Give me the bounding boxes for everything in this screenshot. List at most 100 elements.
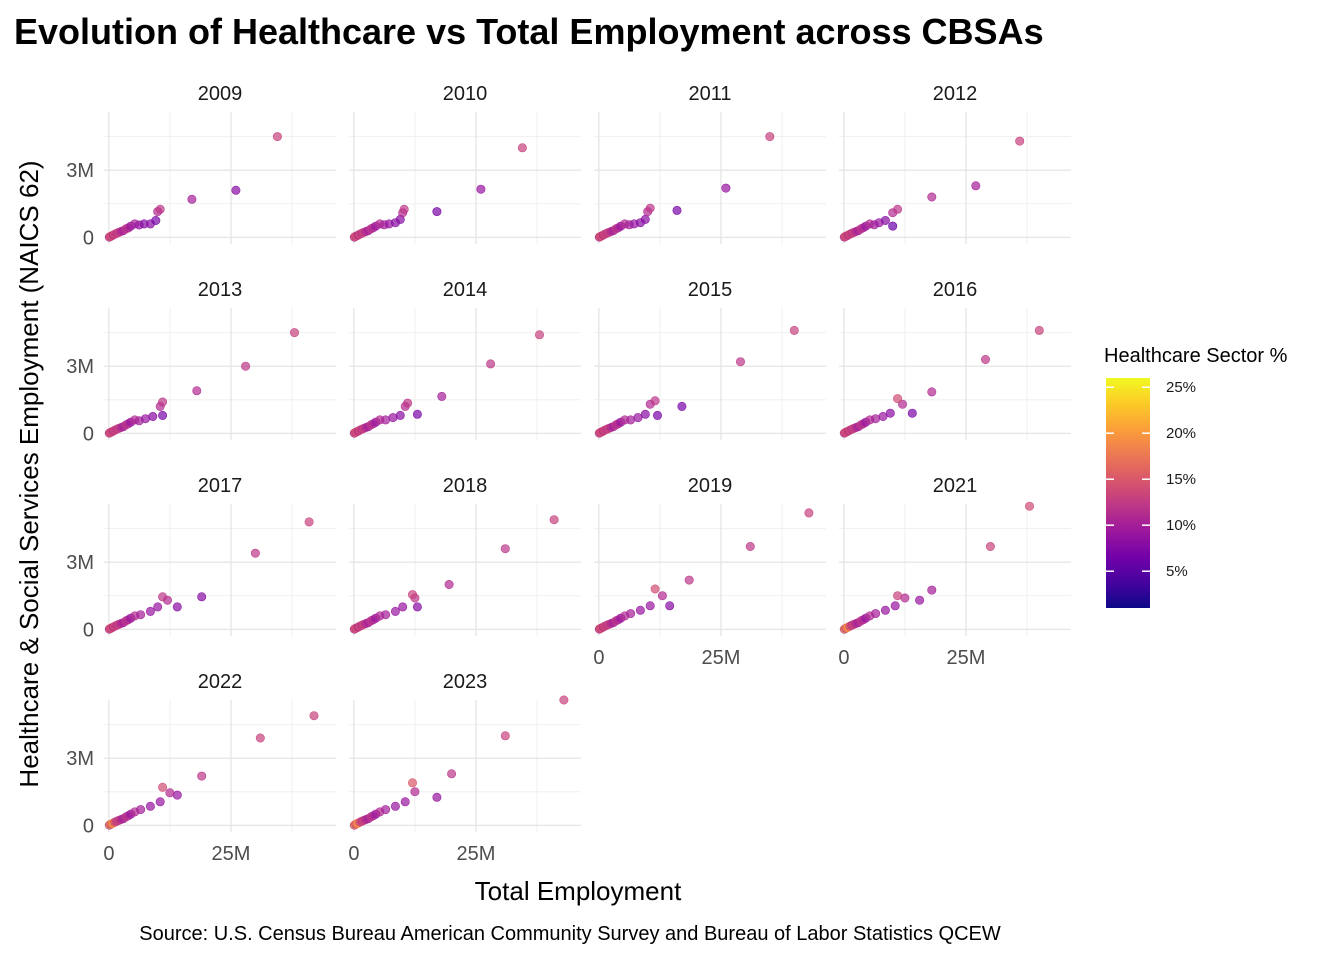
data-point — [1034, 325, 1044, 335]
data-point — [400, 797, 410, 807]
data-point — [640, 409, 650, 419]
data-point — [765, 132, 775, 142]
data-point — [640, 214, 650, 224]
facet-label: 2017 — [198, 475, 243, 497]
y-tick-label: 3M — [66, 160, 94, 182]
legend-label: 20% — [1166, 425, 1196, 442]
x-tick-label: 25M — [212, 843, 251, 865]
facet-panel-2009: 2009 0 3M — [66, 83, 336, 249]
data-point — [241, 361, 251, 371]
data-point — [1025, 501, 1035, 511]
data-point — [172, 602, 182, 612]
data-point — [871, 609, 881, 619]
data-point — [535, 330, 545, 340]
data-point — [907, 408, 917, 418]
y-tick-label: 3M — [66, 356, 94, 378]
data-point — [158, 592, 168, 602]
legend-label: 25% — [1166, 379, 1196, 396]
y-tick-label: 0 — [83, 815, 94, 837]
y-tick-label: 0 — [83, 227, 94, 249]
data-point — [665, 601, 675, 611]
facet-label: 2010 — [443, 83, 488, 105]
data-point — [1015, 136, 1025, 146]
facet-label: 2023 — [443, 671, 488, 693]
legend-colorbar — [1106, 378, 1150, 608]
data-point — [888, 221, 898, 231]
facet-panel-2023: 2023 0 25M — [348, 671, 581, 865]
data-point — [381, 415, 391, 425]
data-point — [407, 590, 417, 600]
facet-label: 2012 — [933, 83, 978, 105]
legend-label: 5% — [1166, 563, 1188, 580]
data-point — [672, 205, 682, 215]
facet-panel-2013: 2013 0 3M — [66, 279, 336, 445]
data-point — [486, 359, 496, 369]
data-point — [745, 541, 755, 551]
data-point — [804, 508, 814, 518]
data-point — [412, 409, 422, 419]
data-point — [893, 591, 903, 601]
y-tick-label: 3M — [66, 748, 94, 770]
facet-label: 2015 — [688, 279, 733, 301]
data-point — [650, 396, 660, 406]
data-point — [304, 517, 314, 527]
facet-label: 2019 — [688, 475, 733, 497]
facets: 2009 0 3M 2010 2011 2012 2013 0 3M 2014 2015 2016 20… — [66, 83, 1071, 865]
data-point — [736, 357, 746, 367]
facet-panel-2012: 2012 — [839, 83, 1071, 244]
data-point — [657, 591, 667, 601]
data-point — [381, 805, 391, 815]
chart-title: Evolution of Healthcare vs Total Employm… — [14, 11, 1044, 52]
data-point — [399, 204, 409, 214]
facet-panel-2019: 2019 0 25M — [593, 475, 826, 669]
data-point — [880, 605, 890, 615]
y-tick-label: 0 — [83, 619, 94, 641]
data-point — [158, 410, 168, 420]
data-point — [272, 132, 282, 142]
data-point — [500, 544, 510, 554]
facet-panel-2015: 2015 — [594, 279, 826, 440]
legend-label: 15% — [1166, 471, 1196, 488]
data-point — [971, 181, 981, 191]
data-point — [412, 602, 422, 612]
data-point — [250, 548, 260, 558]
x-tick-label: 25M — [947, 647, 986, 669]
data-point — [549, 515, 559, 525]
facet-panel-2021: 2021 0 25M — [838, 475, 1071, 669]
data-point — [153, 602, 163, 612]
x-tick-label: 0 — [838, 647, 849, 669]
data-point — [927, 387, 937, 397]
data-point — [476, 184, 486, 194]
x-tick-label: 0 — [348, 843, 359, 865]
data-point — [290, 328, 300, 338]
data-point — [145, 801, 155, 811]
data-point — [432, 792, 442, 802]
data-point — [403, 398, 413, 408]
data-point — [192, 386, 202, 396]
x-axis-label: Total Employment — [475, 876, 682, 906]
data-point — [136, 610, 146, 620]
data-point — [652, 410, 662, 420]
data-point — [789, 325, 799, 335]
legend: Healthcare Sector % 25% 20% 15% 10% 5% — [1104, 345, 1288, 608]
data-point — [410, 787, 420, 797]
data-point — [650, 584, 660, 594]
facet-label: 2009 — [198, 83, 243, 105]
data-point — [432, 207, 442, 217]
data-point — [517, 143, 527, 153]
legend-label: 10% — [1166, 517, 1196, 534]
data-point — [398, 602, 408, 612]
data-point — [158, 397, 168, 407]
data-point — [677, 401, 687, 411]
data-point — [626, 415, 636, 425]
data-point — [880, 216, 890, 226]
x-tick-label: 25M — [457, 843, 496, 865]
facet-panel-2022: 2022 0 3M 0 25M — [66, 671, 336, 865]
data-point — [145, 606, 155, 616]
data-point — [559, 695, 569, 705]
facet-label: 2018 — [443, 475, 488, 497]
data-point — [927, 585, 937, 595]
data-point — [981, 354, 991, 364]
